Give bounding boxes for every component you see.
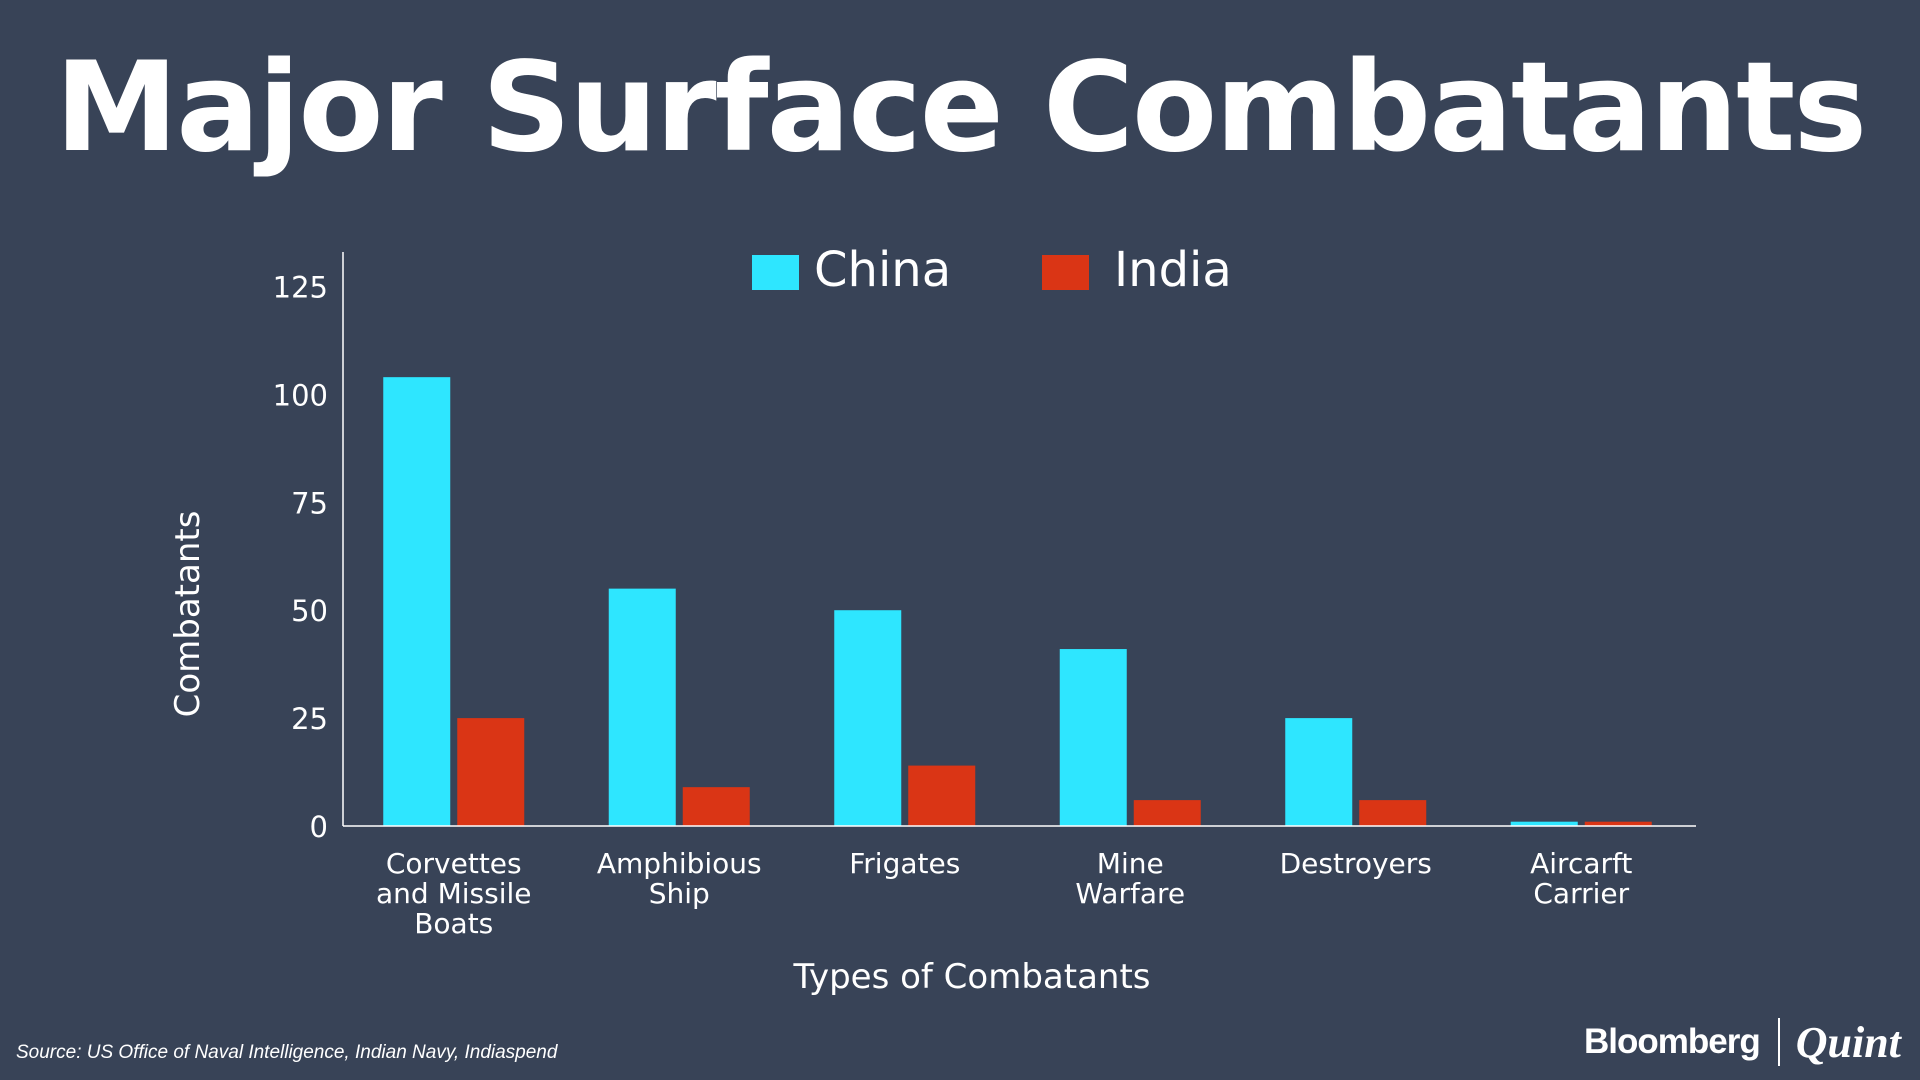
bar-china: [1285, 718, 1353, 826]
y-tick-label: 0: [310, 810, 328, 844]
y-tick-label: 125: [273, 271, 328, 305]
brand-primary: Bloomberg: [1584, 1022, 1761, 1061]
legend-label-india: India: [1114, 242, 1232, 298]
y-tick-label: 50: [291, 594, 328, 628]
legend-swatch-china: [752, 255, 799, 290]
bar-india: [1133, 800, 1201, 826]
page-title: Major Surface Combatants: [54, 36, 1867, 180]
bar-india: [908, 765, 976, 826]
x-tick-label: Destroyers: [1280, 847, 1432, 880]
y-axis-ticks: 0 25 50 75 100 125: [273, 271, 328, 844]
y-tick-label: 100: [273, 378, 328, 412]
bar-india: [457, 718, 525, 826]
brand-divider: [1777, 1018, 1780, 1066]
bar-china: [1510, 821, 1578, 826]
bar-china: [834, 610, 902, 826]
y-axis-label: Combatants: [168, 511, 208, 718]
bar-india: [1359, 800, 1427, 826]
bar-india: [682, 787, 750, 826]
x-axis-label: Types of Combatants: [792, 957, 1150, 997]
source-note: Source: US Office of Naval Intelligence,…: [16, 1042, 558, 1063]
y-tick-label: 75: [291, 486, 328, 520]
bar-chart: China India 0 25 50 75 100 125 Corvettes and Mi…: [168, 242, 1696, 997]
bar-china: [1059, 649, 1127, 826]
x-tick-label: Corvettes and Missile Boats: [376, 847, 531, 940]
bar-india: [1584, 821, 1652, 826]
bar-china: [608, 588, 676, 826]
x-tick-label: Amphibious Ship: [597, 847, 762, 910]
x-tick-label: Mine Warfare: [1075, 847, 1185, 910]
brand-secondary: Quint: [1795, 1017, 1901, 1067]
x-axis-ticks: Corvettes and Missile Boats Amphibious Ship F…: [376, 847, 1632, 940]
brand-logo: Bloomberg Quint: [1584, 1016, 1901, 1068]
legend-label-china: China: [814, 242, 951, 298]
y-tick-label: 25: [291, 702, 328, 736]
x-tick-label: Frigates: [849, 847, 960, 880]
legend: China India: [752, 242, 1232, 298]
bars: [383, 377, 1652, 826]
x-tick-label: Aircarft Carrier: [1530, 847, 1632, 910]
legend-swatch-india: [1042, 255, 1089, 290]
bar-china: [383, 377, 451, 826]
